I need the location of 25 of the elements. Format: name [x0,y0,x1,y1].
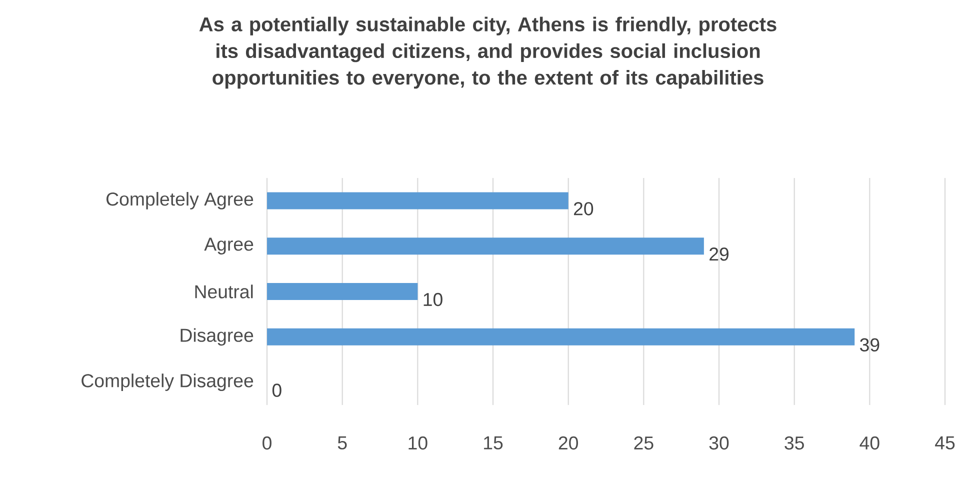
chart-title: As a potentially sustainable city, Athens is friendly, protects its disadvantaged citizens, and provides social inclusion opportunities to everyone, to the extent of its capabilities [199,16,776,89]
x-tick-label: 25 [634,436,654,450]
x-tick-label: 40 [860,436,880,450]
x-tick-label: 5 [338,436,347,450]
data-label: 10 [424,292,442,306]
y-tick-label: Completely Disagree [82,374,254,391]
bar [267,238,704,255]
data-label: 39 [860,338,880,352]
bar [267,192,568,210]
x-tick-label: 30 [709,436,729,450]
y-tick-label: Disagree [180,328,254,346]
data-label: 20 [574,202,594,216]
x-tick-label: 15 [484,436,503,450]
x-tick-label: 10 [408,436,428,450]
y-tick-label: Completely Agree [106,192,254,210]
y-tick-label: Neutral [195,284,253,298]
x-tick-label: 35 [784,436,804,450]
bar [267,328,855,346]
bar [267,283,418,300]
x-tick-label: 0 [262,436,272,450]
x-tick-label: 45 [935,436,955,450]
data-label: 29 [710,247,729,261]
data-label: 0 [272,384,282,397]
x-tick-label: 20 [558,436,578,450]
y-tick-label: Agree [204,238,254,254]
